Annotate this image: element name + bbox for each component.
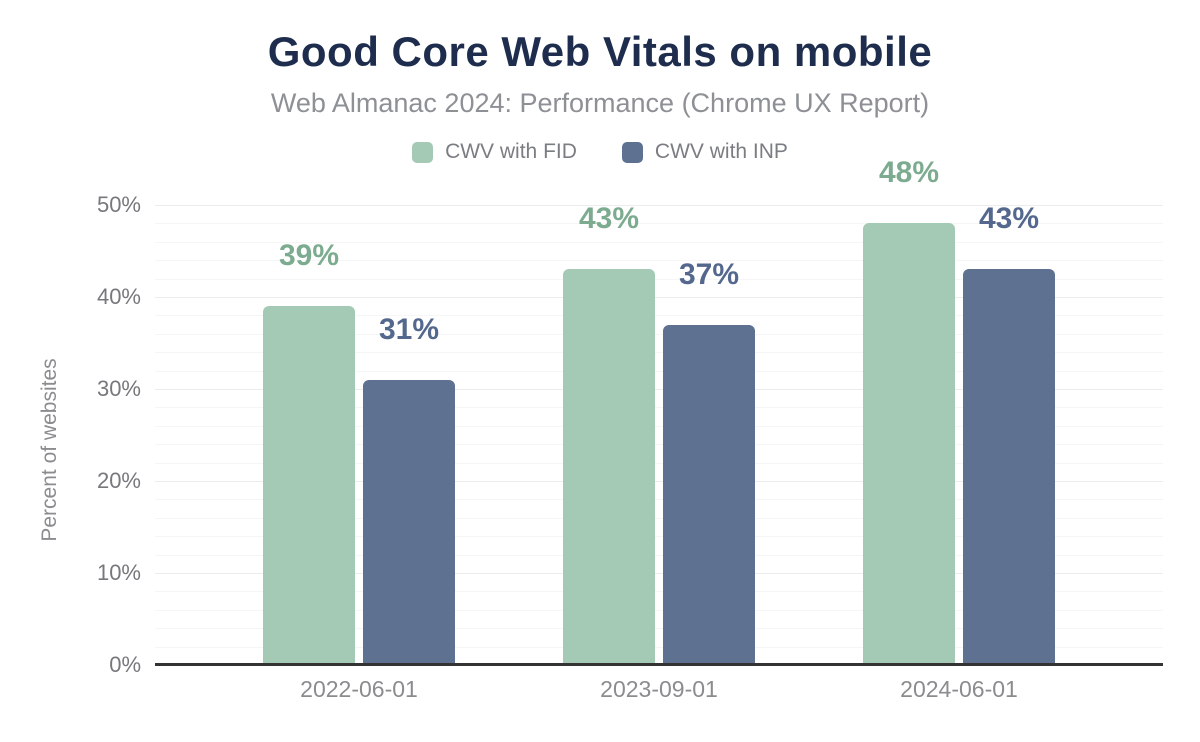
- gridline-12pct: [155, 554, 1163, 556]
- legend-label-cwv-with-inp: CWV with INP: [654, 140, 788, 163]
- gridline-10pct: [155, 573, 1163, 574]
- bar-cwv-with-fid-2023-09-01: [563, 269, 655, 665]
- gridline-28pct: [155, 407, 1163, 409]
- gridline-4pct: [155, 628, 1163, 630]
- gridline-18pct: [155, 499, 1163, 501]
- bar-cwv-with-inp-2024-06-01: [963, 269, 1055, 665]
- y-tick-0pct: 0%: [109, 652, 141, 677]
- chart-subtitle: Web Almanac 2024: Performance (Chrome UX…: [270, 88, 930, 118]
- x-tick-2024-06-01: 2024-06-01: [900, 676, 1018, 702]
- bar-value-label-cwv-with-fid-2022-06-01: 39%: [278, 239, 340, 273]
- legend-swatch-cwv-with-fid: [412, 141, 434, 163]
- bar-value-label-cwv-with-fid-2024-06-01: 48%: [878, 156, 940, 190]
- y-tick-10pct: 10%: [96, 560, 141, 585]
- gridline-38pct: [155, 315, 1163, 317]
- chart-title: Good Core Web Vitals on mobile: [267, 28, 933, 75]
- bar-value-label-cwv-with-inp-2022-06-01: 31%: [378, 312, 440, 346]
- y-tick-50pct: 50%: [96, 192, 141, 217]
- y-tick-40pct: 40%: [96, 284, 141, 309]
- gridline-42pct: [155, 278, 1163, 280]
- gridline-14pct: [155, 536, 1163, 538]
- x-tick-2023-09-01: 2023-09-01: [600, 676, 718, 702]
- y-tick-30pct: 30%: [96, 376, 141, 401]
- legend-label-cwv-with-fid: CWV with FID: [445, 140, 577, 163]
- bar-value-label-cwv-with-fid-2023-09-01: 43%: [578, 202, 640, 236]
- gridline-44pct: [155, 260, 1163, 262]
- x-tick-2022-06-01: 2022-06-01: [300, 676, 418, 702]
- gridline-48pct: [155, 223, 1163, 225]
- legend: CWV with FID CWV with INP: [0, 140, 1200, 164]
- bar-value-label-cwv-with-inp-2023-09-01: 37%: [678, 257, 740, 291]
- gridline-50pct: [155, 205, 1163, 206]
- bar-value-label-cwv-with-inp-2024-06-01: 43%: [978, 202, 1040, 236]
- bar-cwv-with-fid-2024-06-01: [863, 223, 955, 665]
- gridline-6pct: [155, 609, 1163, 611]
- legend-item-cwv-with-inp: CWV with INP: [621, 140, 788, 164]
- legend-swatch-cwv-with-inp: [621, 141, 643, 163]
- gridline-40pct: [155, 297, 1163, 298]
- gridline-32pct: [155, 370, 1163, 372]
- gridline-30pct: [155, 389, 1163, 390]
- gridline-22pct: [155, 462, 1163, 464]
- gridline-36pct: [155, 333, 1163, 335]
- legend-item-cwv-with-fid: CWV with FID: [412, 140, 577, 164]
- gridline-8pct: [155, 591, 1163, 593]
- gridline-46pct: [155, 241, 1163, 243]
- gridline-20pct: [155, 481, 1163, 482]
- gridline-2pct: [155, 646, 1163, 648]
- gridline-26pct: [155, 425, 1163, 427]
- y-tick-20pct: 20%: [96, 468, 141, 493]
- plot-area: 39% 31% 43% 37% 48% 43%: [155, 156, 1163, 665]
- gridline-16pct: [155, 517, 1163, 519]
- gridline-24pct: [155, 444, 1163, 446]
- gridline-34pct: [155, 352, 1163, 354]
- bar-cwv-with-inp-2022-06-01: [363, 379, 455, 665]
- bar-cwv-with-fid-2022-06-01: [263, 306, 355, 665]
- x-axis-line: [155, 663, 1163, 666]
- bar-cwv-with-inp-2023-09-01: [663, 324, 755, 665]
